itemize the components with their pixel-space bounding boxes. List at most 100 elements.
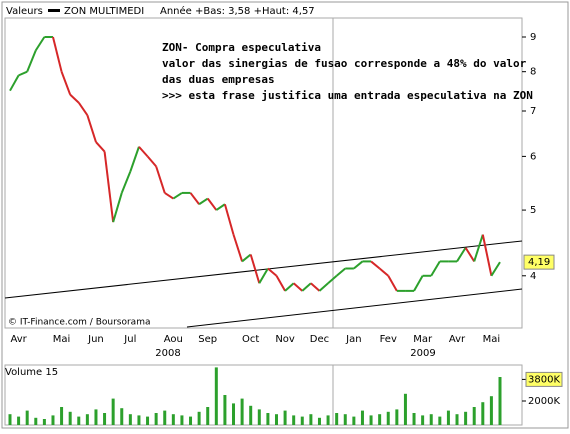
volume-bar <box>171 414 175 425</box>
x-tick-label: Aou <box>164 334 183 345</box>
annotation: ZON- Compra especulativa valor das siner… <box>162 41 533 102</box>
volume-bar <box>77 416 81 425</box>
trend-line <box>186 288 523 328</box>
price-segment <box>241 253 252 263</box>
x-tick-label: Avr <box>10 334 27 345</box>
volume-bar <box>472 407 476 425</box>
volume-bar <box>180 415 184 425</box>
volume-bar <box>498 377 502 425</box>
price-segment <box>413 275 424 292</box>
x-tick-label: Oct <box>242 334 259 345</box>
volume-bar <box>455 414 459 425</box>
volume-bar <box>352 416 356 425</box>
y-tick-label: 2000K <box>528 396 560 407</box>
volume-bar <box>421 415 425 425</box>
volume-bar <box>438 416 442 425</box>
price-segment <box>379 267 389 277</box>
legend-swatch <box>48 9 60 12</box>
volume-frame <box>4 364 523 426</box>
volume-bar <box>360 410 364 425</box>
last-price-box <box>523 254 555 270</box>
volume-bar <box>111 398 115 425</box>
annotation-line: das duas empresas <box>162 73 275 86</box>
volume-bar <box>8 414 12 425</box>
x-tick-label: Jun <box>87 334 104 345</box>
price-segment <box>52 36 63 72</box>
volume-bar <box>17 416 21 425</box>
price-segment <box>275 275 286 292</box>
price-segment <box>481 234 493 276</box>
price-segment <box>146 155 157 168</box>
volume-bar <box>232 403 236 425</box>
y-tick-label: 6 <box>530 151 536 162</box>
annotation-line: >>> esta frase justifica uma entrada esp… <box>162 89 533 102</box>
volume-bar <box>395 409 399 425</box>
price-segment <box>464 247 476 262</box>
volume-bar <box>481 402 485 425</box>
volume-bar <box>154 413 158 425</box>
volume-bar <box>206 407 210 425</box>
annotation-line: ZON- Compra especulativa <box>162 41 321 54</box>
price-segment <box>34 36 46 51</box>
volume-bar <box>146 416 150 425</box>
x-tick-label: Avr <box>449 334 466 345</box>
price-segment <box>77 102 89 116</box>
volume-bar <box>386 411 390 425</box>
x-group-label: 2009 <box>410 348 435 359</box>
credit: © IT-Finance.com / Boursorama <box>8 318 150 328</box>
volume-bar <box>292 415 296 425</box>
price-segment <box>95 141 106 153</box>
price-segment <box>318 282 329 292</box>
volume-bar <box>94 409 98 425</box>
price-segment <box>9 74 20 92</box>
trend-line <box>4 240 523 299</box>
volume-bar <box>214 367 218 425</box>
volume-bar <box>120 408 124 425</box>
x-group-label: 2008 <box>155 348 180 359</box>
volume-bar <box>103 413 107 425</box>
tick-box <box>526 394 562 408</box>
price-segment <box>215 203 226 211</box>
price-segment <box>26 50 37 73</box>
price-frame <box>4 17 523 329</box>
volume-bar <box>369 415 373 425</box>
price-segment <box>284 282 295 292</box>
price-segment <box>301 282 312 292</box>
x-tick-label: Mar <box>413 334 433 345</box>
volume-bar <box>223 395 227 425</box>
header-range: Année +Bas: 3,58 +Haut: 4,57 <box>160 5 315 17</box>
y-tick-label: 8 <box>530 67 536 78</box>
volume-bar <box>309 414 313 425</box>
price-segment <box>112 192 123 223</box>
volume-bar <box>326 415 330 425</box>
volume-bar <box>464 411 468 425</box>
y-tick-label: 4 <box>530 271 536 282</box>
price-segment <box>198 197 209 206</box>
volume-bar <box>300 416 304 425</box>
price-segment <box>353 260 364 270</box>
price-segment <box>387 275 398 292</box>
price-segment <box>69 93 80 104</box>
price-segment <box>103 151 115 223</box>
price-segment <box>456 247 467 262</box>
price-segment <box>473 234 484 262</box>
x-tick-label: Dec <box>310 334 329 345</box>
volume-bar <box>240 398 244 425</box>
volume-bar <box>274 414 278 425</box>
volume-title: Volume 15 <box>5 367 58 378</box>
price-segment <box>430 260 441 277</box>
y-tick-label: 9 <box>530 32 536 43</box>
volume-bar <box>25 410 29 425</box>
volume-bar <box>257 409 261 425</box>
volume-bar <box>189 416 193 425</box>
volume-bar <box>378 414 382 425</box>
price-segment <box>258 268 269 284</box>
price-segment <box>155 166 166 194</box>
header-label: Valeurs <box>6 6 43 17</box>
volume-bar <box>283 410 287 425</box>
price-segment <box>490 261 501 277</box>
volume-bar <box>42 419 46 425</box>
